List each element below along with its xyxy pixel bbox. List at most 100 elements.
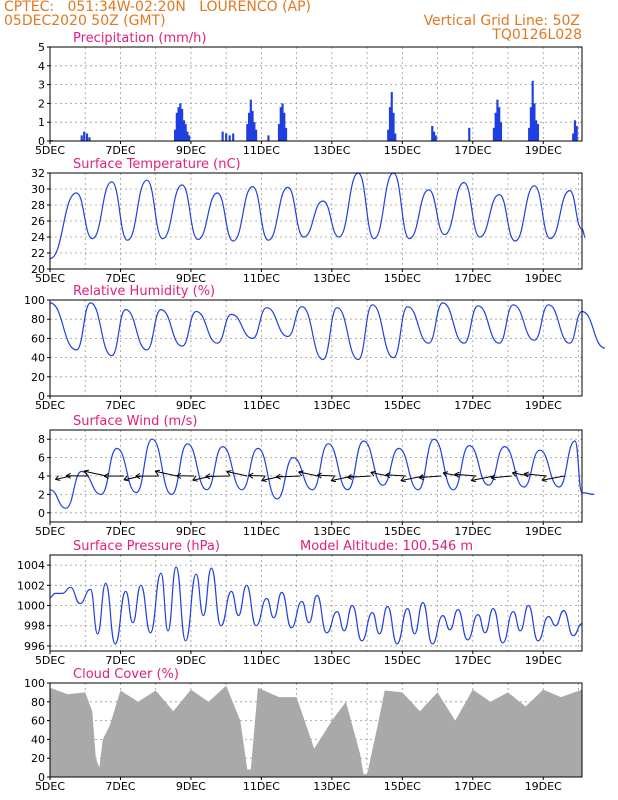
y-tick-label: 1002 — [17, 579, 45, 592]
x-tick-label: 19DEC — [525, 525, 562, 538]
precip-bar — [177, 107, 180, 141]
y-tick-label: 996 — [24, 640, 45, 653]
y-tick-label: 1 — [38, 116, 45, 129]
y-tick-label: 1000 — [17, 600, 45, 613]
wind-vector-head — [154, 469, 161, 476]
x-tick-label: 17DEC — [454, 272, 491, 285]
precip-bar — [499, 122, 503, 141]
wind-speed-line — [49, 438, 595, 509]
precip-bar — [175, 112, 178, 141]
precip-bar — [181, 109, 184, 141]
panel-frame — [49, 299, 583, 397]
x-tick-label: 15DEC — [384, 272, 421, 285]
pressure-line — [49, 566, 583, 645]
x-tick-label: 7DEC — [105, 144, 135, 157]
x-tick-label: 17DEC — [454, 654, 491, 667]
wind-vector-head — [298, 470, 304, 477]
precip-bar — [80, 135, 83, 141]
panel-frame — [49, 172, 583, 270]
y-tick-label: 100 — [24, 294, 45, 307]
wind-vector-arrow — [347, 475, 371, 478]
precip-bar — [388, 107, 392, 141]
x-tick-label: 15DEC — [384, 525, 421, 538]
panel-title: Cloud Cover (%) — [73, 667, 179, 682]
precip-bar — [494, 112, 497, 141]
x-tick-label: 11DEC — [243, 399, 280, 412]
x-tick-label: 11DEC — [243, 272, 280, 285]
wind-vector-head — [135, 473, 141, 480]
y-tick-label: 20 — [31, 371, 45, 384]
panel-5 — [47, 682, 583, 780]
y-tick-label: 60 — [31, 715, 45, 728]
x-tick-label: 11DEC — [243, 654, 280, 667]
x-tick-label: 17DEC — [454, 780, 491, 793]
panel-frame — [49, 429, 583, 523]
panel-title: Surface Pressure (hPa) — [73, 539, 220, 554]
x-tick-label: 19DEC — [525, 654, 562, 667]
x-tick-label: 13DEC — [313, 144, 350, 157]
wind-vector-head — [385, 472, 391, 479]
wind-vector-head — [316, 472, 322, 479]
precip-bar — [255, 129, 258, 141]
wind-vector-head — [205, 473, 211, 480]
y-tick-label: 22 — [31, 247, 45, 260]
wind-vector-arrow — [83, 470, 107, 477]
panel-title: Relative Humidity (%) — [73, 284, 215, 299]
precip-bar — [434, 135, 437, 141]
x-tick-label: 19DEC — [525, 144, 562, 157]
y-tick-label: 40 — [31, 352, 45, 365]
x-tick-label: 15DEC — [384, 780, 421, 793]
cloud-cover-area — [50, 685, 582, 777]
y-tick-label: 20 — [31, 263, 45, 276]
x-tick-label: 9DEC — [176, 780, 206, 793]
precip-bar — [281, 103, 284, 141]
wind-vector-head — [370, 470, 376, 477]
temperature-line — [49, 172, 586, 260]
precip-bar — [492, 127, 496, 141]
x-tick-label: 7DEC — [105, 272, 135, 285]
precip-bar — [575, 125, 578, 141]
precip-bar — [173, 129, 177, 141]
precip-bar — [253, 122, 256, 141]
precip-bar — [572, 133, 575, 141]
x-tick-label: 5DEC — [35, 272, 65, 285]
x-tick-label: 15DEC — [384, 144, 421, 157]
panel-0 — [47, 46, 583, 144]
y-tick-label: 20 — [31, 752, 45, 765]
x-tick-label: 13DEC — [313, 399, 350, 412]
precip-bar — [179, 103, 182, 141]
x-tick-label: 19DEC — [525, 399, 562, 412]
panel-4 — [47, 554, 583, 654]
y-tick-label: 32 — [31, 167, 45, 180]
wind-vector-head — [248, 472, 254, 479]
wind-vector-head — [442, 471, 449, 477]
precip-bar — [83, 131, 86, 141]
y-tick-label: 3 — [38, 79, 45, 92]
precip-bar — [531, 80, 534, 141]
wind-vector-arrow — [155, 470, 177, 477]
precip-bar — [536, 124, 540, 141]
precip-bar — [432, 131, 436, 141]
wind-vector-head — [418, 474, 424, 481]
wind-vector-head — [276, 473, 281, 480]
precip-bar — [392, 112, 395, 141]
x-tick-label: 9DEC — [176, 399, 206, 412]
y-tick-label: 24 — [31, 231, 45, 244]
wind-vector-head — [347, 473, 353, 480]
precip-bar — [251, 110, 254, 141]
wind-vector-arrow — [298, 471, 318, 477]
x-tick-label: 13DEC — [313, 525, 350, 538]
wind-vector-arrow — [385, 474, 406, 477]
x-tick-label: 9DEC — [176, 144, 206, 157]
y-tick-label: 6 — [38, 452, 45, 465]
x-tick-label: 13DEC — [313, 654, 350, 667]
x-tick-label: 13DEC — [313, 272, 350, 285]
panel-frame — [49, 682, 583, 778]
wind-vector-head — [54, 475, 61, 481]
wind-vector-arrow — [490, 475, 512, 479]
y-tick-label: 0 — [38, 507, 45, 520]
wind-vector-head — [512, 471, 518, 477]
y-tick-label: 100 — [24, 677, 45, 690]
x-tick-label: 5DEC — [35, 525, 65, 538]
wind-vector-arrow — [418, 475, 442, 479]
